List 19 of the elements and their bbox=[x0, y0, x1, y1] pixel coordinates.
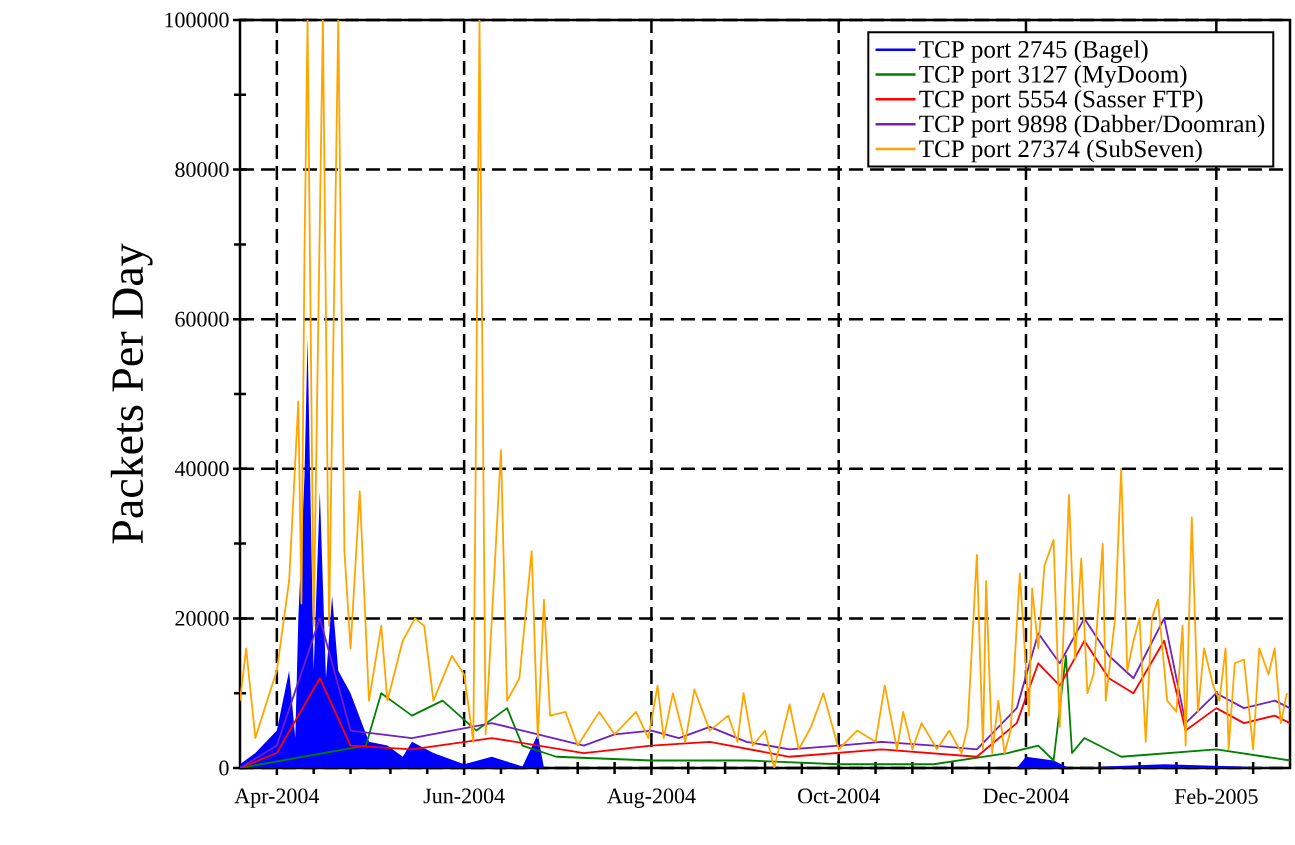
y-tick-label: 20000 bbox=[175, 610, 229, 626]
x-tick-label: Jun-2004 bbox=[423, 788, 505, 804]
x-tick-label: Feb-2005 bbox=[1174, 788, 1258, 804]
y-tick-label: 80000 bbox=[175, 162, 229, 178]
y-tick-label: 0 bbox=[219, 760, 229, 776]
x-tick-label: Oct-2004 bbox=[798, 788, 880, 804]
y-tick-label: 60000 bbox=[175, 311, 229, 327]
y-tick-label: 100000 bbox=[165, 12, 229, 28]
y-axis-title: Packets Per Day bbox=[110, 243, 153, 544]
legend-label: TCP port 5554 (Sasser FTP) bbox=[919, 89, 1203, 113]
legend-label: TCP port 9898 (Dabber/Doomran) bbox=[919, 114, 1265, 138]
x-tick-label: Dec-2004 bbox=[983, 788, 1070, 804]
x-tick-label: Apr-2004 bbox=[234, 788, 320, 808]
legend-label: TCP port 27374 (SubSeven) bbox=[919, 139, 1202, 163]
line-series bbox=[240, 19, 1288, 768]
legend-label: TCP port 2745 (Bagel) bbox=[919, 40, 1148, 63]
y-tick-label: 40000 bbox=[174, 461, 229, 477]
x-tick-label: Aug-2004 bbox=[607, 788, 696, 808]
legend-label: TCP port 3127 (MyDoom) bbox=[919, 65, 1187, 88]
